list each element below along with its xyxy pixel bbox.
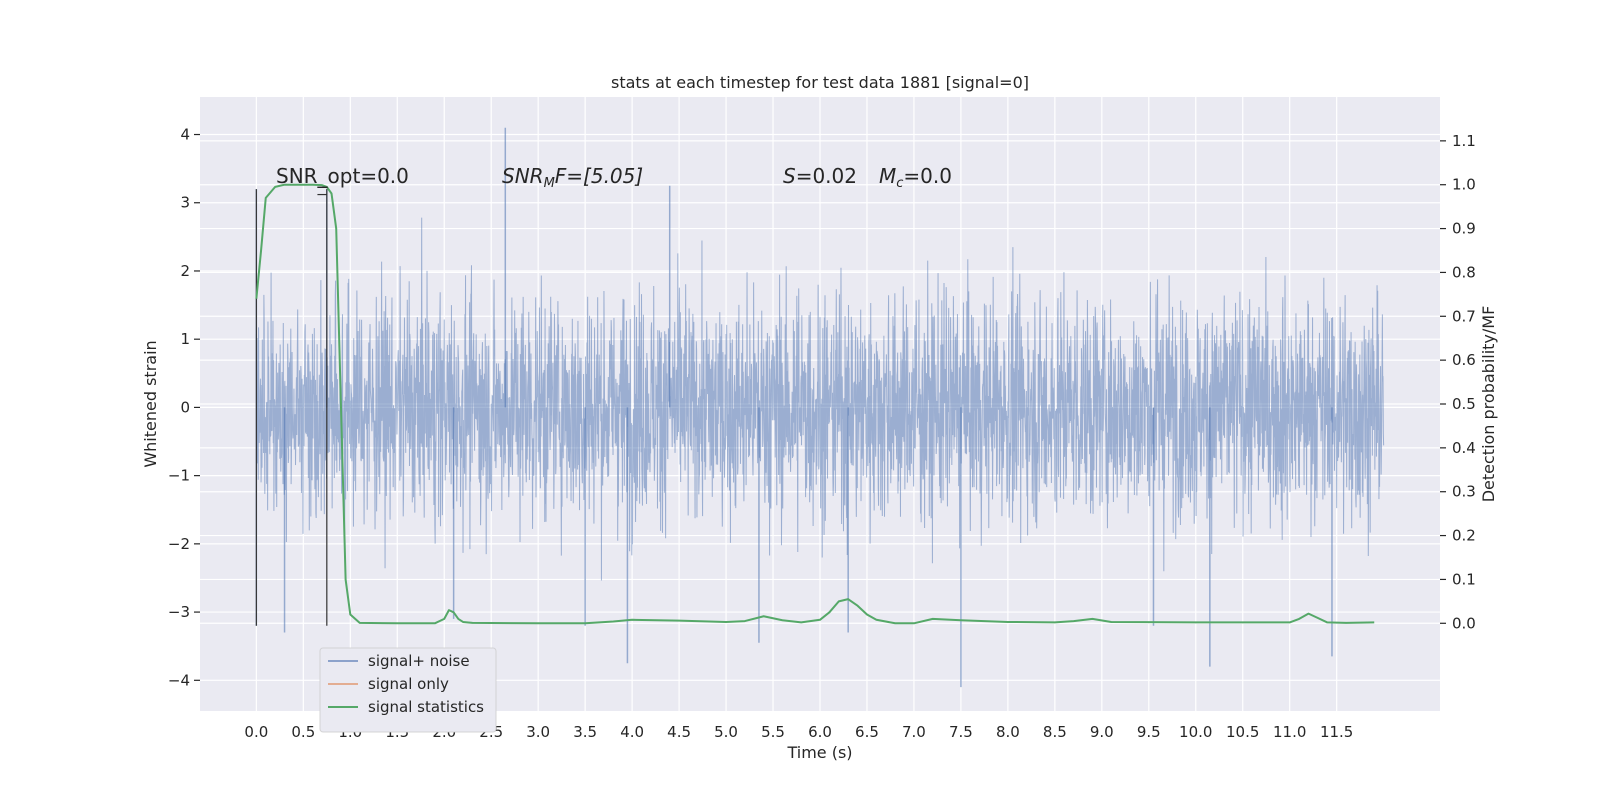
- x-tick-label: 6.0: [808, 723, 832, 741]
- y-right-tick-label: 0.6: [1452, 351, 1476, 369]
- x-tick-label: 3.5: [573, 723, 597, 741]
- x-tick-label: 8.5: [1043, 723, 1067, 741]
- snr-mf-symbol: SNR: [502, 164, 544, 188]
- x-tick-label: 6.5: [855, 723, 879, 741]
- annotation-snr-opt: SNR_opt=0.0: [276, 164, 409, 188]
- x-tick-label: 4.5: [667, 723, 691, 741]
- x-tick-label: 7.5: [949, 723, 973, 741]
- y-right-tick-label: 0.5: [1452, 395, 1476, 413]
- x-tick-label: 10.0: [1179, 723, 1212, 741]
- y-tick-label: −2: [168, 535, 190, 553]
- y-axis-label: Whitened strain: [141, 340, 160, 467]
- x-tick-label: 5.5: [761, 723, 785, 741]
- x-tick-label: 0.0: [244, 723, 268, 741]
- legend: signal+ noise signal only signal statist…: [319, 647, 497, 733]
- snr-mf-rest-f: F=[5.05]: [555, 164, 643, 188]
- y-tick-label: −1: [168, 467, 190, 485]
- y-right-tick-label: 0.2: [1452, 527, 1476, 545]
- y-tick-label: 4: [180, 126, 190, 144]
- signal-statistics-series: [255, 183, 1375, 625]
- y-right-tick-label: 1.0: [1452, 176, 1476, 194]
- x-tick-label: 9.0: [1090, 723, 1114, 741]
- marker-lines: [255, 189, 328, 626]
- y-ticks: 4 3 2 1 0 −1 −2 −3 −4: [168, 126, 200, 689]
- y-right-tick-label: 0.3: [1452, 483, 1476, 501]
- annotation-mc: Mc=0.0: [879, 164, 952, 191]
- y-tick-label: 2: [180, 262, 190, 280]
- y-right-tick-label: 0.1: [1452, 570, 1476, 588]
- y-ticks-right: 1.1 1.0 0.9 0.8 0.7 0.6 0.5 0.4 0.3 0.2 0.1 0.0: [1440, 132, 1476, 632]
- y-right-tick-label: 0.8: [1452, 263, 1476, 281]
- x-tick-label: 11.5: [1320, 723, 1353, 741]
- x-tick-label: 3.0: [526, 723, 550, 741]
- signal-statistics-line: [255, 183, 1375, 625]
- y-right-tick-label: 0.9: [1452, 220, 1476, 238]
- s-value: =0.02: [796, 164, 857, 188]
- s-symbol: S: [783, 164, 796, 188]
- x-tick-label: 0.5: [291, 723, 315, 741]
- mc-symbol: M: [879, 164, 896, 188]
- y-tick-label: −3: [168, 603, 190, 621]
- mc-value: =0.0: [903, 164, 952, 188]
- annotation-snr-mf: SNRMF=[5.05]: [502, 164, 643, 191]
- y-right-tick-label: 0.0: [1452, 614, 1476, 632]
- x-tick-label: 9.5: [1137, 723, 1161, 741]
- x-tick-label: 10.5: [1226, 723, 1259, 741]
- y-tick-label: 0: [180, 398, 190, 416]
- legend-label-signal-only: signal only: [368, 675, 449, 693]
- annotation-s: S=0.02: [783, 164, 857, 188]
- legend-label-signal-noise: signal+ noise: [368, 652, 470, 670]
- y-axis-label-right: Detection probability/MF: [1479, 306, 1498, 503]
- x-tick-label: 5.0: [714, 723, 738, 741]
- legend-label-signal-statistics: signal statistics: [368, 698, 484, 716]
- legend-box: [319, 647, 497, 733]
- signal-noise-line: [255, 217, 1385, 581]
- y-right-tick-label: 1.1: [1452, 132, 1476, 150]
- x-tick-label: 7.0: [902, 723, 926, 741]
- y-right-tick-label: 0.7: [1452, 307, 1476, 325]
- y-tick-label: 3: [180, 194, 190, 212]
- y-tick-label: −4: [168, 671, 190, 689]
- x-axis-label: Time (s): [786, 743, 852, 762]
- y-tick-label: 1: [180, 330, 190, 348]
- mc-subscript: c: [896, 176, 903, 191]
- x-tick-label: 11.0: [1273, 723, 1306, 741]
- snr-mf-subscript: M: [544, 176, 555, 191]
- y-right-tick-label: 0.4: [1452, 439, 1476, 457]
- x-tick-label: 4.0: [620, 723, 644, 741]
- chart-title: stats at each timestep for test data 188…: [611, 73, 1029, 92]
- x-tick-label: 8.0: [996, 723, 1020, 741]
